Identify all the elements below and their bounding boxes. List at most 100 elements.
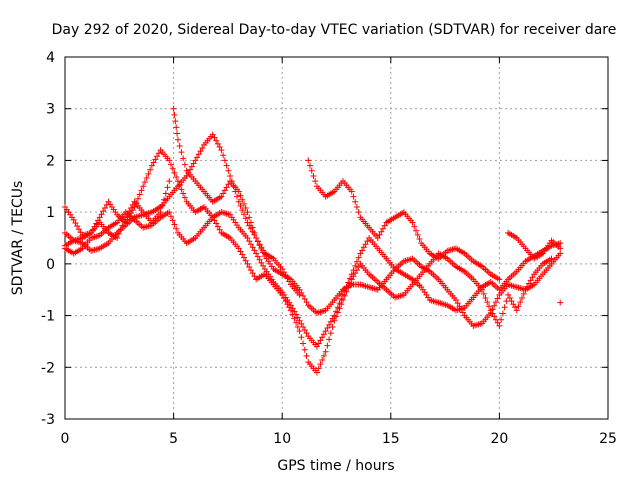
data-point [331, 317, 338, 324]
data-point [414, 231, 421, 238]
data-point [505, 291, 512, 298]
data-point [287, 307, 294, 314]
data-point [527, 277, 534, 284]
data-point [343, 288, 350, 295]
data-point [172, 118, 179, 125]
data-point [459, 309, 466, 316]
data-point [310, 172, 317, 179]
data-point [515, 303, 522, 310]
data-point [216, 143, 223, 150]
data-point [221, 187, 228, 194]
y-tick-label: 2 [46, 153, 55, 169]
data-point [178, 149, 185, 156]
x-tick-labels: 0 5 10 15 20 25 [61, 431, 617, 447]
data-point [296, 317, 303, 324]
data-point [357, 250, 364, 257]
data-point [162, 190, 169, 197]
data-point [77, 229, 84, 236]
data-point [220, 152, 227, 159]
data-point [254, 253, 261, 260]
data-point [492, 316, 499, 323]
data-point [452, 297, 459, 304]
data-point [166, 157, 173, 164]
data-point [513, 307, 520, 314]
data-point [161, 196, 168, 203]
data-point [173, 124, 180, 131]
data-point [378, 228, 385, 235]
data-point [324, 342, 331, 349]
data-point [376, 231, 383, 238]
data-point [496, 322, 503, 329]
data-point [524, 283, 531, 290]
data-point [355, 263, 362, 270]
y-tick-label: 0 [46, 257, 55, 273]
data-point [336, 305, 343, 312]
data-point [192, 157, 199, 164]
data-point [242, 215, 249, 222]
data-point [247, 267, 254, 274]
data-point [247, 241, 254, 248]
data-point [307, 162, 314, 169]
data-point [246, 263, 253, 270]
data-point [242, 257, 249, 264]
data-point [164, 184, 171, 191]
data-point [298, 334, 305, 341]
data-point [157, 209, 164, 216]
data-point [374, 235, 381, 241]
data-point [235, 198, 242, 205]
data-point [251, 273, 258, 280]
data-point [171, 221, 178, 228]
data-point [303, 352, 310, 359]
x-tick-label: 15 [382, 431, 400, 447]
data-point [499, 310, 506, 317]
data-point [411, 223, 418, 230]
data-point [409, 219, 416, 226]
data-point [166, 209, 173, 216]
data-point [485, 303, 492, 310]
data-point [496, 276, 503, 283]
data-point [289, 311, 296, 318]
data-point [181, 161, 188, 168]
data-point [345, 284, 352, 291]
data-point [557, 299, 564, 306]
x-axis-label: GPS time / hours [277, 458, 394, 474]
data-point [145, 170, 152, 177]
data-point [240, 254, 247, 261]
data-point [313, 343, 320, 350]
data-point [183, 172, 190, 179]
data-point [329, 323, 336, 330]
data-point [280, 269, 287, 276]
data-point [348, 276, 355, 283]
data-point [218, 193, 225, 200]
data-point [320, 352, 327, 359]
data-point [300, 292, 307, 299]
data-point [96, 214, 103, 221]
data-point [225, 181, 232, 188]
data-point [352, 270, 359, 277]
data-point [482, 294, 489, 301]
data-point [479, 286, 486, 293]
data-point [508, 298, 515, 305]
data-point [197, 148, 204, 155]
data-point [100, 208, 107, 215]
data-point [512, 304, 519, 311]
data-point [169, 165, 176, 172]
data-point [340, 297, 347, 304]
data-point [251, 247, 258, 254]
data-point [143, 175, 150, 182]
data-point [484, 299, 491, 306]
data-point [140, 183, 147, 190]
data-point [362, 241, 369, 248]
data-point [282, 298, 289, 305]
data-point [167, 213, 174, 220]
data-point [178, 186, 185, 193]
data-point [246, 222, 253, 229]
data-point [308, 167, 315, 174]
data-point [355, 254, 362, 261]
data-point [103, 201, 110, 208]
data-point [122, 214, 129, 221]
data-point [355, 209, 362, 216]
data-point [218, 147, 225, 154]
data-point [72, 220, 79, 227]
data-point [213, 220, 220, 227]
